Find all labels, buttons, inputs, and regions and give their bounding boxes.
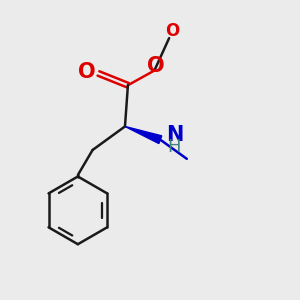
Text: O: O — [78, 62, 95, 82]
Text: N: N — [166, 125, 183, 145]
Text: H: H — [168, 138, 181, 156]
Text: O: O — [147, 56, 165, 76]
Text: O: O — [165, 22, 179, 40]
Polygon shape — [125, 126, 162, 144]
